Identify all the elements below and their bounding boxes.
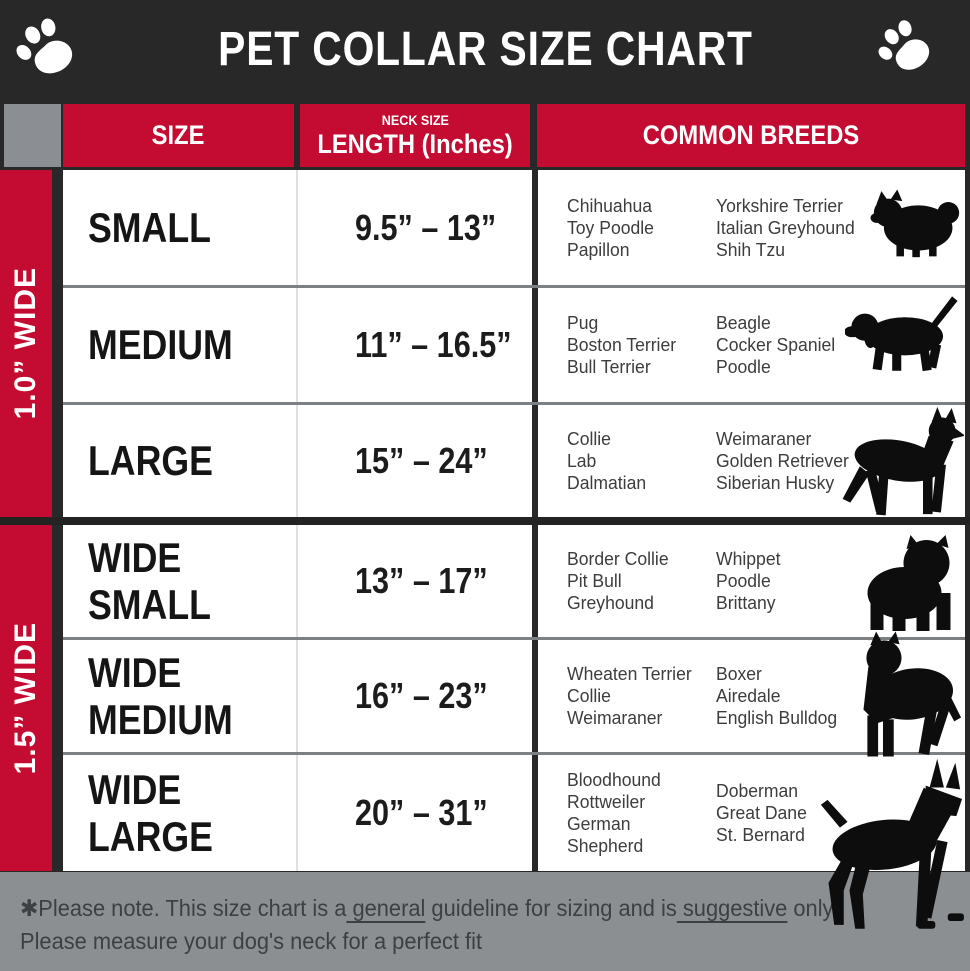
row-divider (63, 402, 965, 405)
column-header-neck-size: NECK SIZE LENGTH (Inches) (300, 104, 530, 167)
page-title: PET COLLAR SIZE CHART (217, 22, 753, 76)
breeds-list: Pug Boston Terrier Bull Terrier (567, 312, 677, 377)
breeds-list: Yorkshire Terrier Italian Greyhound Shih… (716, 194, 855, 260)
neck-length-cell: 13” – 17” (355, 560, 488, 601)
table-row: WIDE SMALL 13” – 17” Border Collie Pit B… (0, 525, 970, 637)
width-group-bar-1-5-inch: 1.5” WIDE (0, 525, 52, 871)
row-divider (63, 752, 965, 755)
table-row: WIDE LARGE 20” – 31” Bloodhound Rottweil… (0, 755, 970, 929)
row-divider (63, 285, 965, 288)
footer-note-text: ✱Please note. This size chart is a (20, 895, 347, 921)
dog-silhouette-pomeranian-icon (868, 186, 960, 264)
dog-silhouette-bulldog-icon (856, 533, 962, 633)
footer-note: ✱Please note. This size chart is a gener… (0, 872, 970, 971)
table-row: MEDIUM 11” – 16.5” Pug Boston Terrier Bu… (0, 288, 970, 402)
size-cell: MEDIUM (88, 321, 233, 369)
neck-length-cell: 16” – 23” (355, 675, 488, 716)
dog-silhouette-doberman-icon (792, 757, 968, 943)
breeds-list: Border Collie Pit Bull Greyhound (567, 548, 669, 613)
column-header-neck-sublabel: NECK SIZE (381, 111, 449, 128)
footer-note-text: only. (787, 895, 838, 921)
table-row: LARGE 15” – 24” Collie Lab Dalmatian Wei… (0, 405, 970, 517)
column-header-size-label: SIZE (152, 120, 205, 150)
column-header-breeds-label: COMMON BREEDS (642, 120, 860, 150)
size-cell: WIDE MEDIUM (88, 648, 233, 743)
paw-icon (866, 9, 944, 87)
size-cell: WIDE LARGE (88, 765, 213, 860)
breeds-list: Whippet Poodle Brittany (716, 548, 781, 613)
size-cell: WIDE SMALL (88, 533, 211, 628)
neck-length-cell: 20” – 31” (355, 792, 488, 833)
column-header-size: SIZE (63, 104, 294, 167)
footer-note-line2: Please measure your dog's neck for a per… (20, 928, 483, 954)
table-corner-cell (4, 104, 61, 167)
width-group-bar-1-inch: 1.0” WIDE (0, 170, 52, 517)
footer-underlined-word: suggestive (676, 895, 788, 921)
breeds-list: Doberman Great Dane St. Bernard (716, 780, 807, 845)
breeds-list: Chihuahua Toy Poodle Papillon (567, 194, 654, 260)
neck-length-cell: 9.5” – 13” (355, 206, 497, 248)
table-row: WIDE MEDIUM 16” – 23” Wheaten Terrier Co… (0, 631, 970, 757)
breeds-list: Boxer Airedale English Bulldog (716, 663, 838, 728)
dog-silhouette-pitbull-icon (842, 630, 964, 760)
breeds-list: Collie Lab Dalmatian (567, 428, 647, 493)
footer-underlined-word: general (346, 895, 426, 921)
neck-length-cell: 11” – 16.5” (355, 324, 512, 365)
page-header: PET COLLAR SIZE CHART (0, 0, 970, 98)
breeds-list: Beagle Cocker Spaniel Poodle (716, 312, 836, 377)
column-header-neck-label: LENGTH (Inches) (317, 128, 513, 159)
paw-icon (4, 7, 87, 90)
footer-note-text: guideline for sizing and is (425, 895, 677, 921)
section-divider (0, 517, 970, 525)
table-row: SMALL 9.5” – 13” Chihuahua Toy Poodle Pa… (0, 170, 970, 285)
breeds-list: Bloodhound Rottweiler German Shepherd (567, 769, 661, 856)
size-cell: LARGE (88, 437, 213, 485)
row-divider (63, 637, 965, 640)
breeds-list: Wheaten Terrier Collie Weimaraner (567, 663, 692, 728)
neck-length-cell: 15” – 24” (355, 440, 488, 481)
dog-silhouette-german-shepherd-icon (838, 407, 966, 517)
dog-silhouette-beagle-icon (844, 293, 963, 375)
breeds-list: Weimaraner Golden Retriever Siberian Hus… (716, 428, 849, 493)
size-cell: SMALL (88, 203, 211, 251)
column-header-common-breeds: COMMON BREEDS (537, 104, 965, 167)
